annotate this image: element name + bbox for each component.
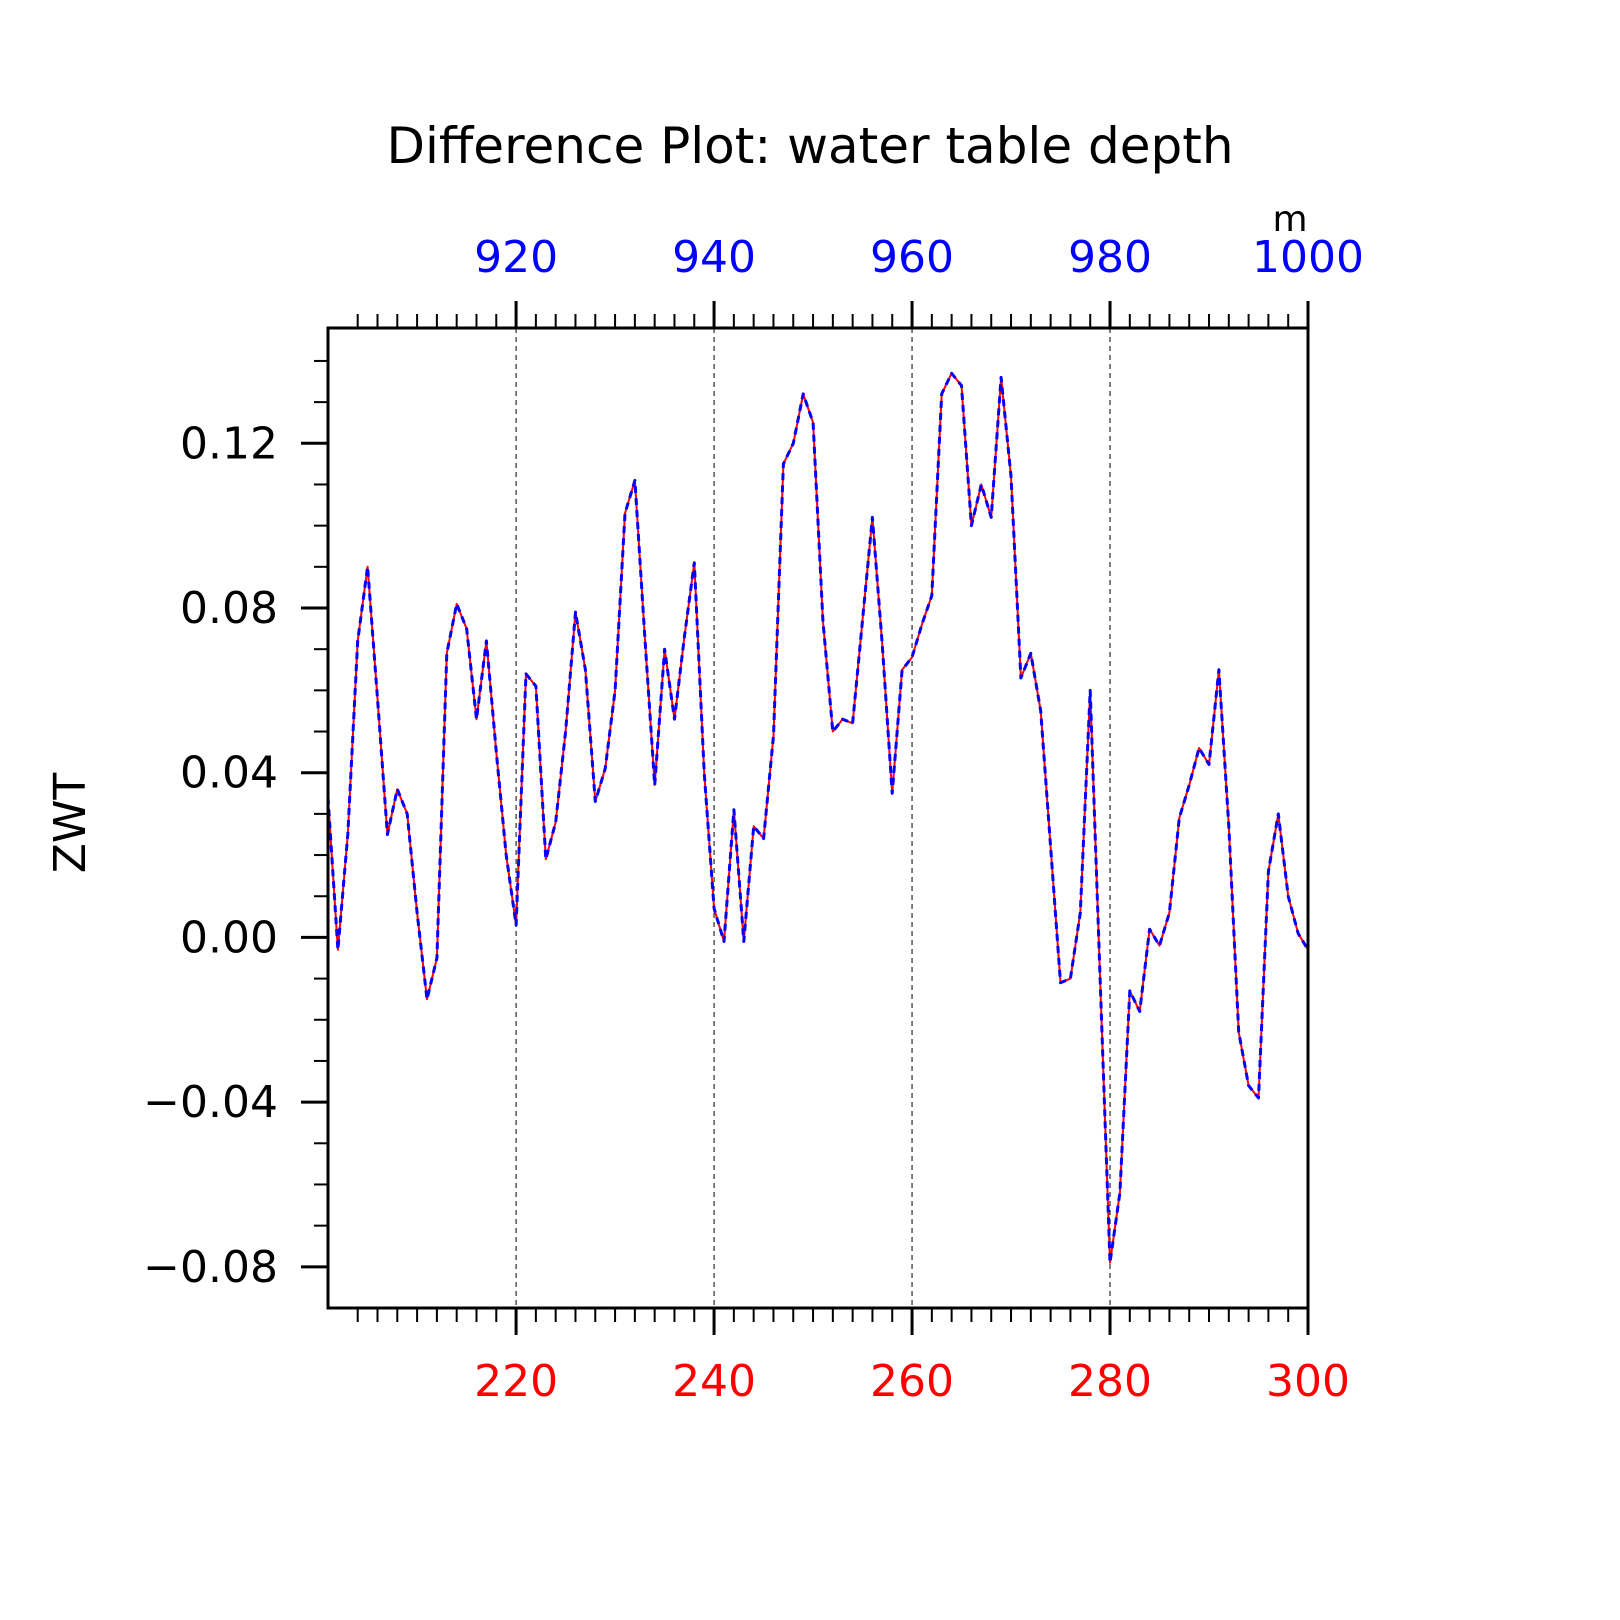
x-tick-label-bottom: 260	[870, 1356, 954, 1407]
x-tick-label-top: 980	[1068, 232, 1152, 283]
top-axis-unit: m	[1272, 199, 1307, 240]
y-tick-label: −0.08	[143, 1242, 278, 1293]
x-tick-label-bottom: 220	[474, 1356, 558, 1407]
y-tick-label: 0.00	[180, 912, 278, 963]
grid-lines	[515, 328, 1111, 1308]
y-tick-label: 0.08	[180, 583, 278, 634]
x-tick-label-bottom: 280	[1068, 1356, 1152, 1407]
x-tick-label-top: 920	[474, 232, 558, 283]
y-tick-label: 0.04	[180, 748, 278, 799]
series-line-blue-dashed	[326, 371, 1310, 1265]
x-tick-label-bottom: 300	[1266, 1356, 1350, 1407]
axis-ticks	[301, 301, 1310, 1335]
data-series	[326, 371, 1310, 1265]
x-tick-label-bottom: 240	[672, 1356, 756, 1407]
x-tick-label-top: 1000	[1252, 232, 1364, 283]
plot-frame	[326, 326, 1310, 1310]
y-tick-label: 0.12	[180, 418, 278, 469]
x-tick-label-top: 940	[672, 232, 756, 283]
x-tick-label-top: 960	[870, 232, 954, 283]
y-axis-label: ZWT	[45, 773, 96, 874]
y-tick-label: −0.04	[143, 1077, 278, 1128]
tick-labels: 220 240 260 280 300 920 940 960 980 1000 0.12 0.08 0…	[143, 232, 1364, 1407]
chart-title: Difference Plot: water table depth	[386, 117, 1233, 175]
